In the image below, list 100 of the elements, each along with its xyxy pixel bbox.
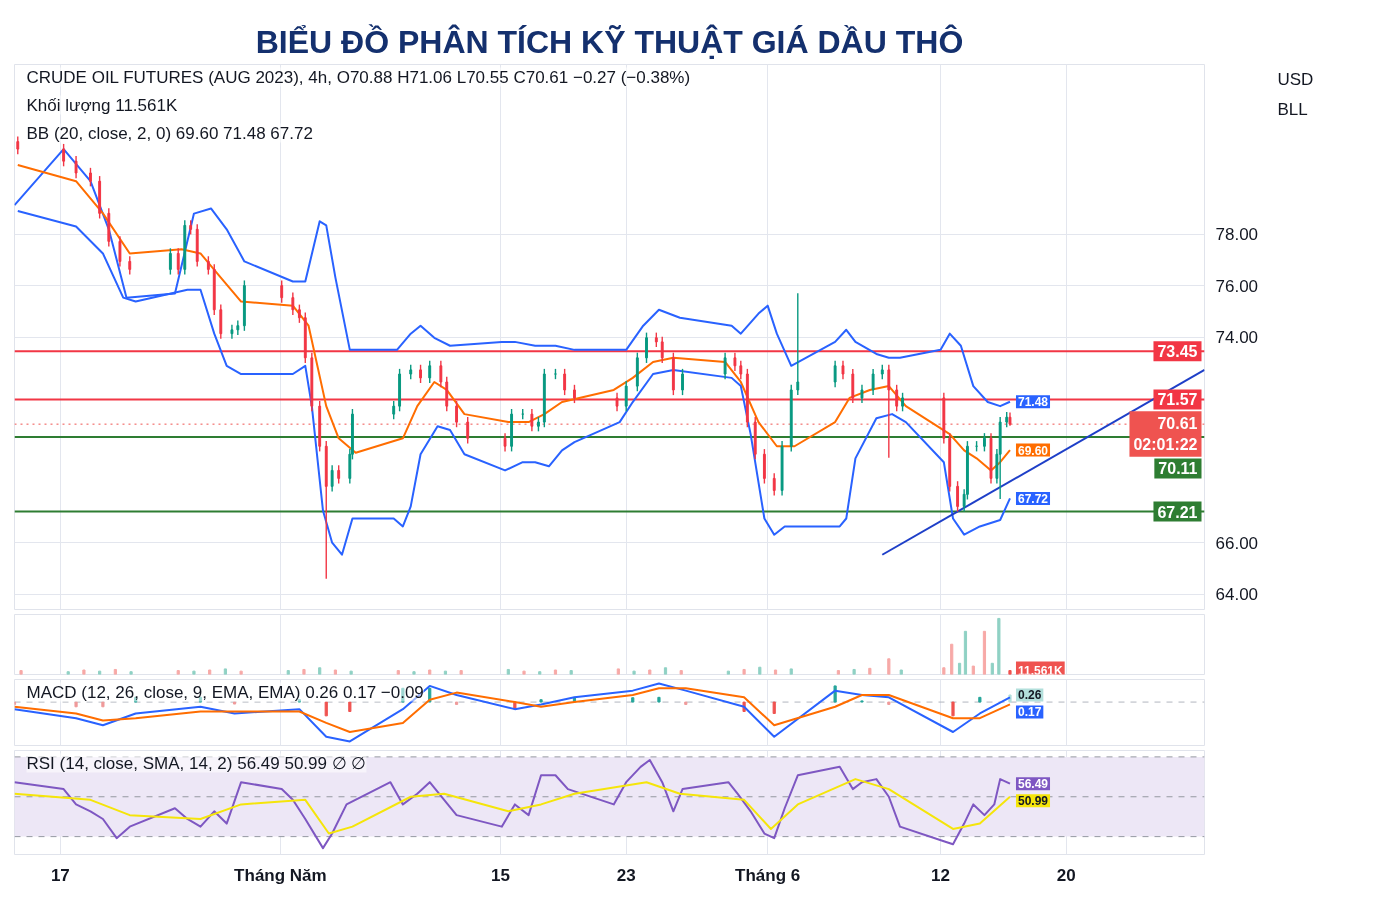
bar	[66, 671, 70, 675]
bar	[663, 667, 668, 675]
y-tick-label: 66.00	[1215, 533, 1259, 553]
annotation: RSI (14, close, SMA, 14, 2) 56.49 50.99 ∅ ∅	[26, 753, 367, 773]
candlestick	[796, 292, 800, 396]
bar	[176, 670, 180, 675]
bar	[789, 668, 793, 675]
annotation: Khối lượng 11.561K	[26, 95, 178, 115]
bar	[522, 670, 526, 675]
bar	[348, 701, 352, 713]
bar	[553, 669, 558, 675]
x-tick-label: Tháng Năm	[234, 865, 327, 885]
y-tick-label: 74.00	[1215, 328, 1259, 347]
bar	[868, 667, 872, 675]
bar	[1008, 670, 1012, 675]
ref-line-label: 71.57	[1157, 391, 1198, 409]
x-tick-label: 12	[931, 865, 951, 885]
candlestick	[176, 247, 180, 276]
bar	[208, 669, 212, 675]
bar	[396, 670, 400, 675]
candlestick	[392, 400, 396, 420]
x-tick-label: 17	[50, 865, 70, 885]
bar	[616, 668, 620, 675]
candlestick	[62, 143, 66, 167]
ref-line-label: 70.11	[1158, 460, 1198, 478]
annotation: 0.17	[1017, 705, 1042, 720]
candlestick	[466, 416, 470, 445]
bar	[412, 671, 416, 675]
candlestick	[530, 408, 534, 433]
annotation: 11.561K	[1017, 663, 1064, 678]
candlestick	[860, 384, 864, 404]
candlestick	[624, 380, 628, 412]
annotation: BB (20, close, 2, 0) 69.60 71.48 67.72	[26, 123, 313, 143]
bar	[648, 669, 652, 675]
x-tick-label: 23	[616, 865, 636, 885]
y-tick-label: 76.00	[1215, 276, 1259, 296]
x-tick-label: Tháng 6	[735, 865, 801, 885]
bar	[82, 669, 86, 675]
bar	[286, 670, 290, 675]
bar	[772, 701, 776, 714]
bar	[349, 670, 353, 675]
bar	[297, 699, 301, 703]
x-tick-label: 20	[1056, 865, 1076, 885]
candlestick	[983, 432, 986, 453]
bar	[459, 670, 463, 675]
candlestick	[439, 359, 443, 388]
data-label: 71.48	[1017, 395, 1049, 410]
candlestick	[537, 416, 540, 433]
bar	[684, 701, 688, 705]
bar	[538, 671, 542, 675]
candlestick	[280, 279, 284, 304]
bar	[101, 701, 105, 708]
bar	[758, 666, 762, 675]
bar	[239, 670, 243, 675]
bar	[773, 669, 778, 675]
bar	[454, 701, 459, 705]
candlestick	[901, 392, 905, 412]
bar	[632, 670, 636, 675]
bar	[997, 617, 1001, 675]
candlestick	[118, 235, 122, 268]
bar	[324, 701, 328, 717]
candlestick	[291, 291, 295, 316]
ref-line-label: 67.21	[1157, 503, 1198, 521]
bar	[74, 701, 78, 708]
candlestick	[419, 364, 422, 384]
candlestick	[428, 359, 432, 384]
candlestick	[337, 464, 341, 485]
bar	[852, 668, 856, 675]
bar	[942, 667, 946, 675]
bar	[657, 696, 661, 703]
candlestick	[128, 255, 132, 276]
candlestick	[563, 368, 567, 396]
bar	[428, 669, 432, 675]
candlestick	[681, 368, 684, 396]
bar	[978, 696, 982, 703]
chart-title: BIỂU ĐỒ PHÂN TÍCH KỸ THUẬT GIÁ DẦU THÔ	[255, 23, 964, 60]
bar	[333, 669, 338, 675]
ref-line-label: 73.45	[1157, 343, 1198, 361]
bar	[887, 658, 891, 675]
bar	[679, 670, 683, 675]
candlestick	[833, 359, 837, 388]
candlestick	[871, 368, 875, 396]
bar	[98, 670, 102, 675]
annotation: 50.99	[1017, 794, 1049, 809]
bar	[963, 630, 968, 675]
candlestick	[841, 359, 845, 380]
bar	[192, 670, 196, 675]
candlestick	[739, 359, 743, 380]
bar	[223, 668, 227, 675]
bar	[971, 665, 975, 675]
candlestick	[772, 472, 776, 497]
candlestick	[236, 319, 240, 336]
y-tick-label: 78.00	[1215, 225, 1259, 245]
bar	[302, 668, 306, 675]
annotation: 56.49	[1017, 777, 1049, 792]
annotation: MACD (12, 26, close, 9, EMA, EMA) 0.26 0.17 −0.09	[26, 682, 424, 702]
candlestick	[330, 464, 334, 493]
ref-line-label: 70.61 02:01:22	[1133, 415, 1198, 453]
bar	[887, 701, 891, 705]
bar	[742, 668, 746, 675]
